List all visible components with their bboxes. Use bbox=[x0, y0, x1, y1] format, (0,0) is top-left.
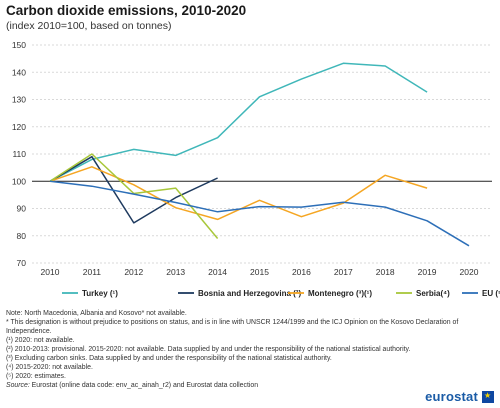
y-tick-label: 70 bbox=[17, 258, 27, 268]
eu-flag-icon: ★ bbox=[482, 390, 494, 403]
x-tick-label: 2012 bbox=[124, 267, 143, 277]
eurostat-logo: eurostat ★ bbox=[425, 389, 494, 404]
y-tick-label: 80 bbox=[17, 231, 27, 241]
source-line: Source: Eurostat (online data code: env_… bbox=[6, 381, 476, 390]
y-tick-label: 120 bbox=[12, 122, 26, 132]
note-line: Note: North Macedonia, Albania and Kosov… bbox=[6, 310, 187, 317]
x-tick-label: 2013 bbox=[166, 267, 185, 277]
y-tick-label: 110 bbox=[12, 149, 26, 159]
legend-label: Bosnia and Herzegovina (²) bbox=[198, 289, 301, 298]
y-tick-label: 140 bbox=[12, 67, 26, 77]
y-tick-label: 150 bbox=[12, 40, 26, 50]
legend-label: EU (⁵) bbox=[482, 289, 500, 298]
x-tick-label: 2015 bbox=[250, 267, 269, 277]
note-line: * This designation is without prejudice … bbox=[6, 319, 459, 335]
legend-label: Serbia(⁴) bbox=[416, 289, 450, 298]
x-tick-label: 2011 bbox=[83, 267, 102, 277]
x-tick-label: 2018 bbox=[376, 267, 395, 277]
y-tick-label: 130 bbox=[12, 95, 26, 105]
legend-label: Turkey (¹) bbox=[82, 289, 118, 298]
x-tick-label: 2017 bbox=[334, 267, 353, 277]
x-tick-label: 2010 bbox=[41, 267, 60, 277]
series-line bbox=[49, 180, 470, 247]
x-tick-label: 2020 bbox=[460, 267, 479, 277]
logo-text: eurostat bbox=[425, 389, 478, 404]
x-tick-label: 2019 bbox=[418, 267, 437, 277]
source-label: Source: bbox=[6, 382, 30, 389]
series-line bbox=[49, 166, 428, 221]
chart-subtitle: (index 2010=100, based on tonnes) bbox=[6, 20, 172, 32]
note-line: (³) Excluding carbon sinks. Data supplie… bbox=[6, 355, 332, 362]
chart-notes: Note: North Macedonia, Albania and Kosov… bbox=[6, 309, 476, 390]
x-tick-label: 2014 bbox=[208, 267, 227, 277]
series-line bbox=[49, 155, 218, 224]
source-text: Eurostat (online data code: env_ac_ainah… bbox=[29, 382, 259, 389]
line-chart: 70 80 90 100 110 120 130 140 150 2010 2011 2012 2013… bbox=[12, 40, 500, 298]
legend-label: Montenegro (³)(¹) bbox=[308, 289, 372, 298]
note-line: (⁵) 2020: estimates. bbox=[6, 373, 66, 380]
chart-title: Carbon dioxide emissions, 2010-2020 bbox=[6, 3, 247, 18]
note-line: (¹) 2020: not available. bbox=[6, 337, 75, 344]
series-line bbox=[49, 62, 428, 182]
note-line: (⁴) 2015-2020: not available. bbox=[6, 364, 93, 371]
x-tick-label: 2016 bbox=[292, 267, 311, 277]
note-line: (²) 2010-2013: provisional. 2015-2020: n… bbox=[6, 346, 411, 353]
y-tick-label: 100 bbox=[12, 176, 26, 186]
y-tick-label: 90 bbox=[17, 204, 27, 214]
